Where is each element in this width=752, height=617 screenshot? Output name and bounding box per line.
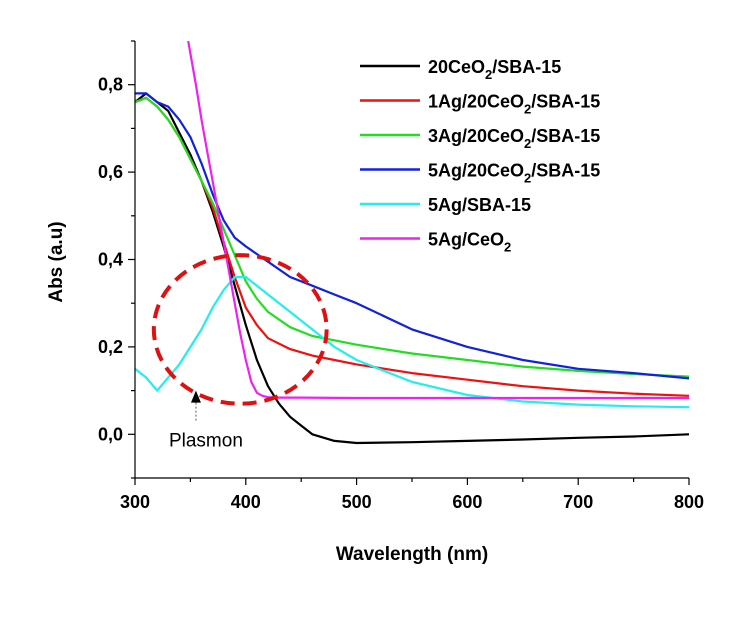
y-axis-title: Abs (a.u) bbox=[46, 221, 67, 302]
legend-label: 5Ag/20CeO2/SBA-15 bbox=[428, 161, 600, 186]
legend-label: 20CeO2/SBA-15 bbox=[428, 57, 561, 82]
legend-item-6: 5Ag/CeO2 bbox=[360, 230, 511, 255]
x-tick-label: 400 bbox=[231, 492, 261, 512]
legend: 20CeO2/SBA-15 1Ag/20CeO2/SBA-15 3Ag/20CeO2… bbox=[360, 57, 600, 255]
legend-label: 3Ag/20CeO2/SBA-15 bbox=[428, 126, 600, 151]
series-line-4 bbox=[135, 92, 689, 380]
y-tick-label: 0,8 bbox=[98, 75, 123, 95]
legend-item-2: 1Ag/20CeO2/SBA-15 bbox=[360, 92, 600, 117]
x-axis-title: Wavelength (nm) bbox=[336, 544, 488, 565]
plasmon-arrow-head bbox=[190, 390, 201, 403]
series-line-6 bbox=[187, 41, 689, 400]
series-line-3 bbox=[135, 96, 689, 378]
series-line-1 bbox=[135, 92, 689, 445]
annotations: Plasmon bbox=[151, 253, 329, 452]
x-tick-label: 700 bbox=[563, 492, 593, 512]
x-tick-label: 500 bbox=[342, 492, 372, 512]
series-lines bbox=[135, 41, 689, 445]
series-line-2 bbox=[135, 96, 689, 397]
highlight-ellipse bbox=[151, 253, 329, 406]
series-line-5 bbox=[135, 275, 689, 409]
legend-item-5: 5Ag/SBA-15 bbox=[360, 195, 531, 215]
legend-label: 5Ag/SBA-15 bbox=[428, 195, 531, 215]
y-tick-label: 0,6 bbox=[98, 162, 123, 182]
x-tick-label: 300 bbox=[120, 492, 150, 512]
legend-label: 5Ag/CeO2 bbox=[428, 230, 511, 255]
plasmon-label: Plasmon bbox=[169, 431, 243, 452]
y-tick-label: 0,4 bbox=[98, 250, 123, 270]
legend-item-3: 3Ag/20CeO2/SBA-15 bbox=[360, 126, 600, 151]
y-tick-label: 0,2 bbox=[98, 337, 123, 357]
y-tick-label: 0,0 bbox=[98, 424, 123, 444]
legend-item-4: 5Ag/20CeO2/SBA-15 bbox=[360, 161, 600, 186]
axis-ticks: 300 400 500 600 700 800 0,0 0,2 0,4 0,6 0,8 bbox=[98, 40, 704, 512]
legend-label: 1Ag/20CeO2/SBA-15 bbox=[428, 92, 600, 117]
legend-item-1: 20CeO2/SBA-15 bbox=[360, 57, 561, 82]
x-tick-label: 600 bbox=[452, 492, 482, 512]
x-tick-label: 800 bbox=[674, 492, 704, 512]
